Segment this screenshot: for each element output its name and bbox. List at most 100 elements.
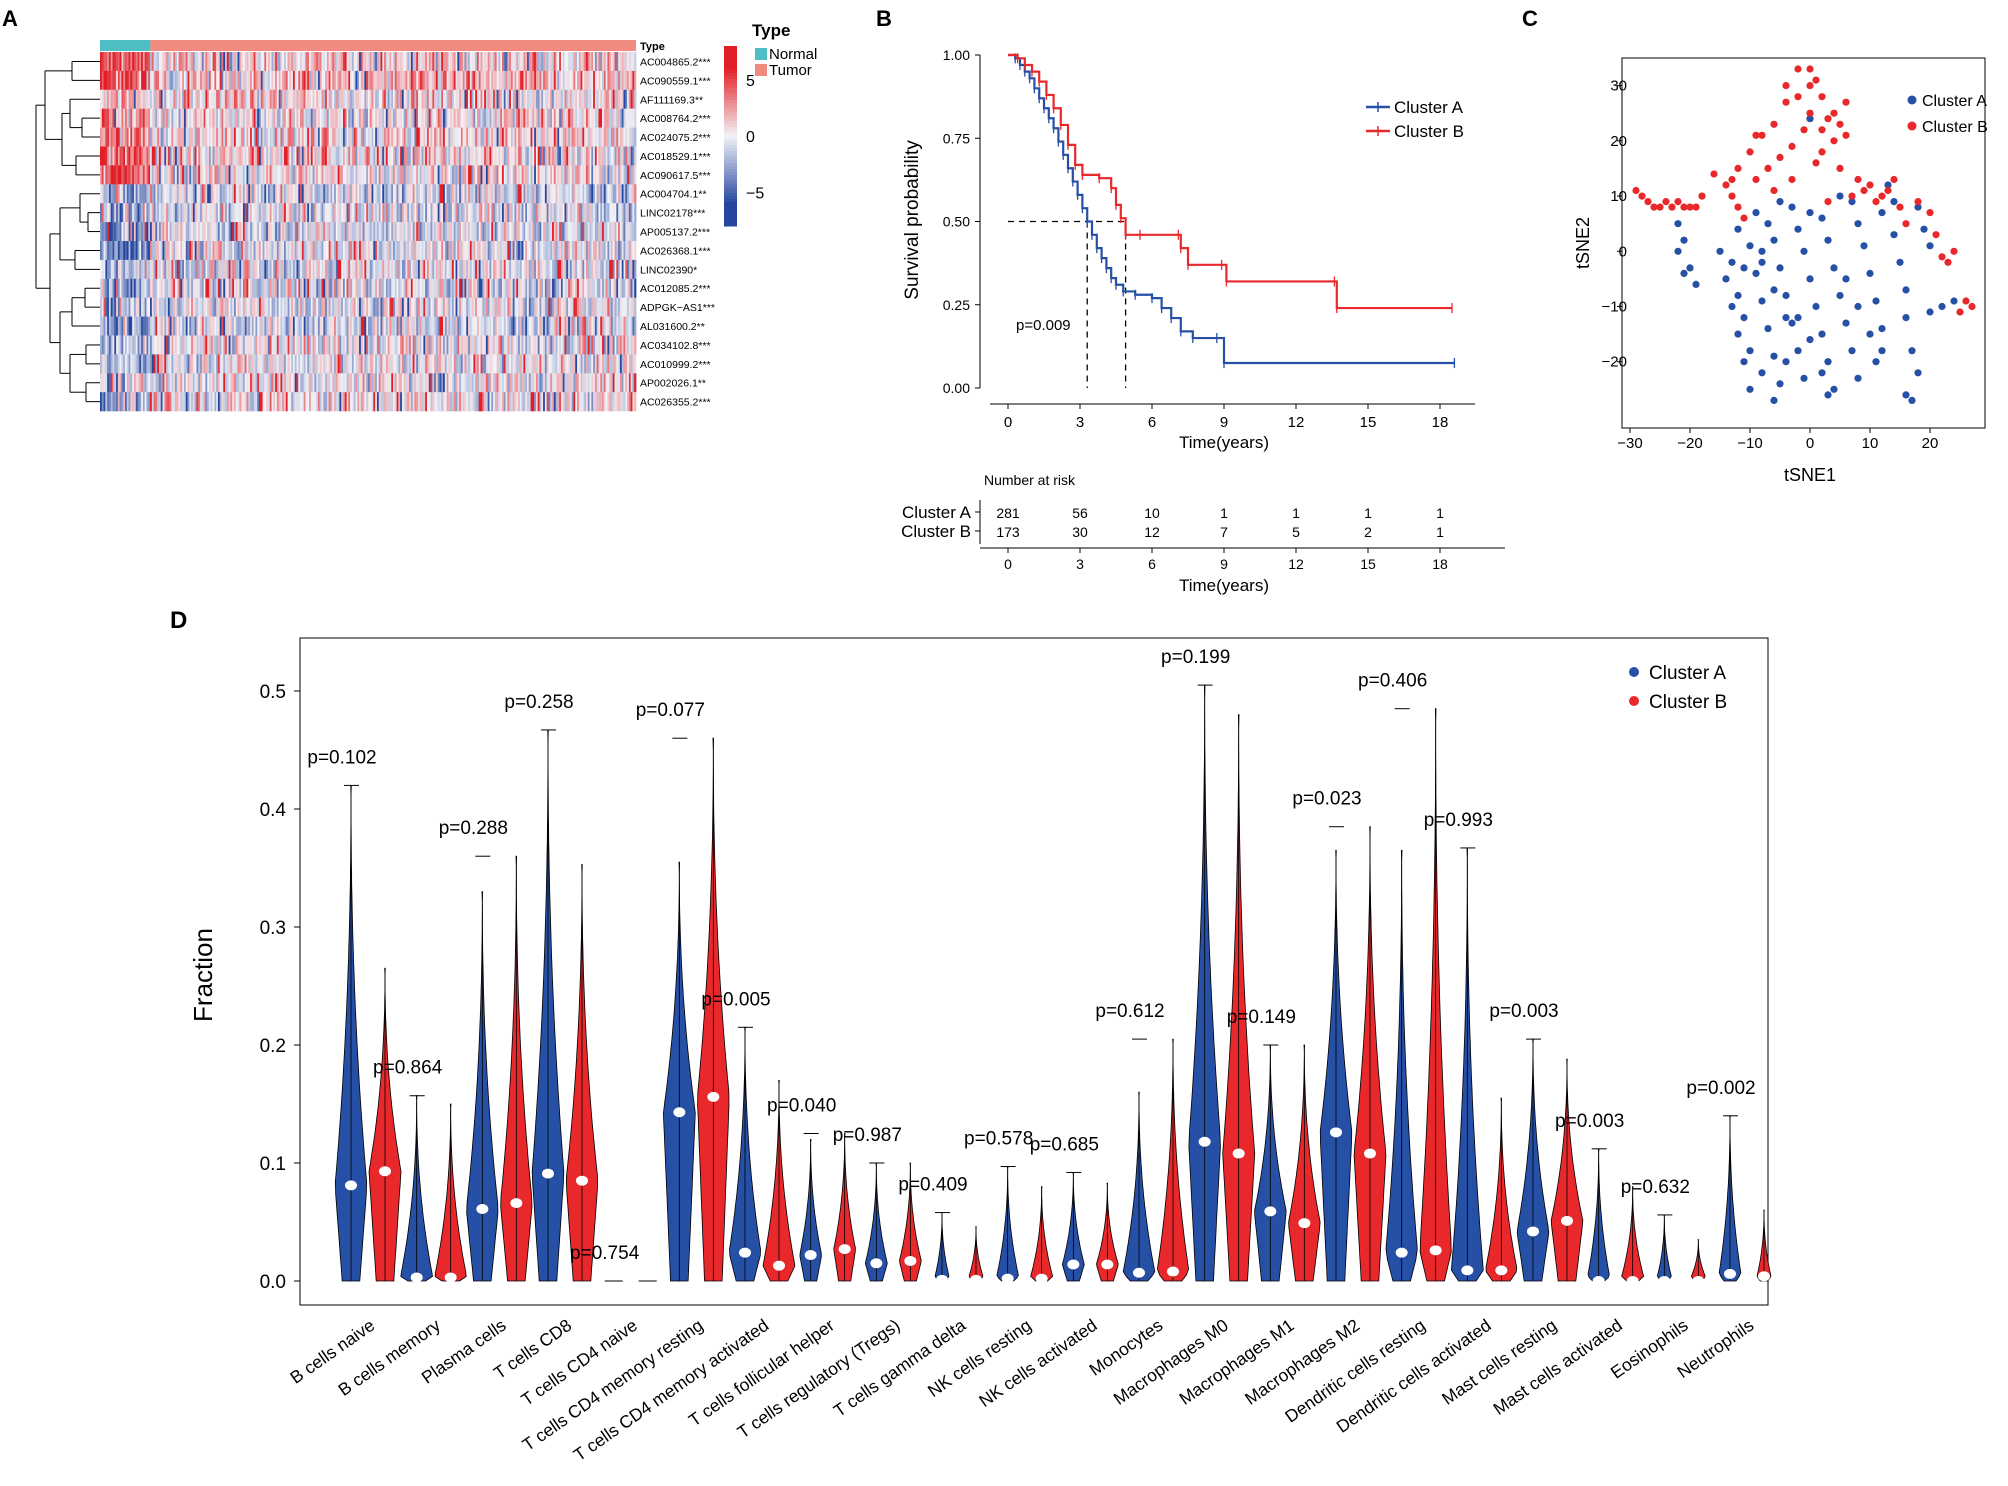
- heatmap-cell: [105, 203, 108, 223]
- heatmap-cell: [234, 184, 237, 204]
- heatmap-cell: [373, 184, 376, 204]
- heatmap-cell: [271, 165, 274, 185]
- heatmap-cell: [593, 203, 596, 223]
- heatmap-cell: [334, 52, 337, 72]
- heatmap-cell: [578, 184, 582, 204]
- heatmap-cell: [314, 165, 317, 185]
- heatmap-cell: [191, 52, 194, 72]
- heatmap-cell: [412, 165, 415, 185]
- heatmap-cell: [328, 335, 331, 355]
- heatmap-cell: [553, 127, 556, 147]
- heatmap-cell: [116, 335, 119, 355]
- heatmap-cell: [532, 89, 535, 109]
- heatmap-cell: [173, 70, 176, 90]
- heatmap-cell: [287, 259, 290, 279]
- heatmap-cell: [543, 127, 546, 147]
- heatmap-cell: [226, 222, 230, 242]
- heatmap-cell: [425, 222, 428, 242]
- heatmap-cell: [423, 184, 426, 204]
- heatmap-cell: [316, 297, 319, 317]
- heatmap-cell: [384, 316, 387, 336]
- heatmap-cell: [425, 335, 428, 355]
- heatmap-cell: [130, 354, 133, 374]
- heatmap-cell: [248, 127, 251, 147]
- heatmap-cell: [330, 89, 333, 109]
- heatmap-cell: [219, 354, 222, 374]
- heatmap-cell: [221, 316, 224, 336]
- heatmap-cell: [342, 52, 346, 72]
- heatmap-cell: [548, 335, 551, 355]
- heatmap-cell: [305, 127, 308, 147]
- heatmap-cell: [334, 184, 337, 204]
- heatmap-cell: [294, 354, 297, 374]
- heatmap-cell: [130, 278, 133, 298]
- heatmap-cell: [176, 184, 180, 204]
- heatmap-cell: [250, 70, 253, 90]
- heatmap-cell: [573, 146, 576, 166]
- heatmap-cell: [602, 278, 605, 298]
- heatmap-cell: [535, 297, 539, 317]
- heatmap-cell: [239, 222, 242, 242]
- heatmap-cell: [289, 203, 292, 223]
- heatmap-cell: [178, 146, 181, 166]
- heatmap-cell: [126, 52, 129, 72]
- heatmap-cell: [548, 108, 551, 128]
- heatmap-cell: [241, 354, 244, 374]
- heatmap-cell: [464, 165, 467, 185]
- heatmap-cell: [269, 184, 272, 204]
- heatmap-cell: [275, 222, 278, 242]
- heatmap-cell: [537, 52, 540, 72]
- heatmap-cell: [487, 127, 490, 147]
- heatmap-cell: [221, 127, 224, 147]
- heatmap-cell: [185, 354, 188, 374]
- heatmap-cell: [303, 89, 306, 109]
- heatmap-cell: [160, 241, 163, 261]
- heatmap-cell: [155, 108, 158, 128]
- heatmap-cell: [175, 127, 178, 147]
- heatmap-cell: [559, 89, 562, 109]
- heatmap-cell: [630, 316, 633, 336]
- heatmap-cell: [237, 297, 240, 317]
- heatmap-cell: [596, 259, 599, 279]
- heatmap-cell: [260, 354, 263, 374]
- heatmap-cell: [587, 259, 590, 279]
- heatmap-cell: [478, 70, 481, 90]
- heatmap-cell: [116, 222, 119, 242]
- heatmap-cell: [144, 241, 147, 261]
- heatmap-cell: [471, 203, 474, 223]
- heatmap-cell: [196, 241, 199, 261]
- heatmap-cell: [298, 89, 301, 109]
- heatmap-cell: [319, 184, 322, 204]
- heatmap-cell: [246, 146, 249, 166]
- heatmap-cell: [568, 146, 571, 166]
- heatmap-cell: [226, 278, 230, 298]
- heatmap-cell: [482, 297, 485, 317]
- heatmap-cell: [142, 354, 146, 374]
- heatmap-cell: [600, 52, 603, 72]
- heatmap-cell: [237, 354, 240, 374]
- heatmap-cell: [453, 297, 456, 317]
- heatmap-cell: [375, 165, 378, 185]
- heatmap-cell: [405, 70, 408, 90]
- heatmap-cell: [587, 127, 590, 147]
- heatmap-cell: [146, 203, 149, 223]
- heatmap-cell: [541, 165, 544, 185]
- heatmap-cell: [582, 222, 585, 242]
- heatmap-cell: [519, 335, 523, 355]
- heatmap-cell: [312, 222, 315, 242]
- heatmap-cell: [334, 354, 337, 374]
- heatmap-cell: [394, 89, 397, 109]
- heatmap-cell: [278, 52, 281, 72]
- heatmap-cell: [273, 297, 276, 317]
- heatmap-cell: [580, 203, 583, 223]
- heatmap-cell: [153, 203, 156, 223]
- heatmap-cell: [257, 278, 260, 298]
- heatmap-cell: [410, 222, 414, 242]
- heatmap-cell: [257, 354, 260, 374]
- heatmap-cell: [139, 70, 142, 90]
- heatmap-cell: [385, 146, 389, 166]
- heatmap-cell: [555, 316, 558, 336]
- heatmap-cell: [362, 297, 365, 317]
- heatmap-cell: [319, 297, 322, 317]
- heatmap-cell: [389, 165, 392, 185]
